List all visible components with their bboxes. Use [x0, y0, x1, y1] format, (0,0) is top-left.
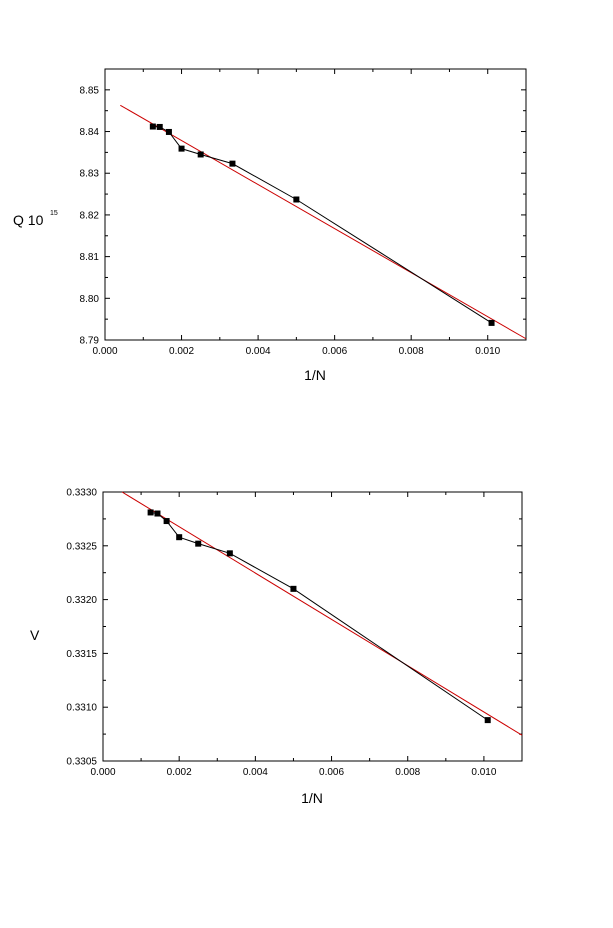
- data-point: [488, 319, 495, 326]
- y-tick-label: 0.3325: [66, 541, 97, 552]
- data-point: [156, 123, 163, 130]
- y-tick-label: 8.80: [80, 294, 100, 305]
- data-point: [229, 160, 236, 167]
- x-tick-label: 0.004: [243, 767, 268, 778]
- x-tick-label: 0.010: [475, 346, 500, 357]
- x-tick-label: 0.002: [167, 767, 192, 778]
- data-point: [154, 510, 161, 517]
- y-axis-label: V: [30, 627, 40, 643]
- y-tick-label: 8.79: [80, 336, 100, 347]
- y-axis-label: Q 10: [13, 212, 44, 228]
- x-tick-label: 0.000: [92, 346, 117, 357]
- data-point: [176, 534, 183, 541]
- data-point: [293, 196, 300, 203]
- data-markers: [147, 509, 491, 724]
- x-tick-label: 0.000: [90, 767, 115, 778]
- data-point: [165, 128, 172, 135]
- plot-frame: [104, 68, 527, 341]
- y-tick-label: 8.82: [80, 210, 100, 221]
- x-tick-label: 0.006: [319, 767, 344, 778]
- y-tick-label: 8.85: [80, 85, 100, 96]
- data-point: [484, 717, 491, 724]
- y-tick-label: 8.81: [80, 252, 100, 263]
- chart-q: 0.000 0.002 0.004 0.006 0.008 0.010 8.798.808…: [13, 68, 527, 383]
- y-ticks: 0.3305 0.3310 0.3315 0.3320 0.3325 0.3330: [66, 488, 522, 768]
- x-axis-label: 1/N: [301, 790, 323, 806]
- data-point: [163, 518, 170, 525]
- data-point: [226, 550, 233, 557]
- x-axis-label: 1/N: [304, 367, 326, 383]
- plot-frame: [102, 491, 523, 762]
- y-tick-label: 8.83: [80, 169, 100, 180]
- data-point: [197, 151, 204, 158]
- y-tick-label: 0.3310: [66, 703, 97, 714]
- x-tick-label: 0.008: [399, 346, 424, 357]
- x-ticks: 0.000 0.002 0.004 0.006 0.008 0.010: [92, 69, 527, 357]
- y-ticks: 8.79 8.80 8.81 8.82 8.83 8.84 8.85: [80, 68, 526, 347]
- fit-line-group: [121, 491, 523, 736]
- fit-line: [121, 491, 523, 736]
- data-point: [290, 585, 297, 592]
- y-tick-label: 8.84: [80, 127, 100, 138]
- data-point: [149, 123, 156, 130]
- fit-line-group: [120, 104, 527, 340]
- y-tick-label: 0.3315: [66, 649, 97, 660]
- data-point: [178, 145, 185, 152]
- x-tick-label: 0.008: [395, 767, 420, 778]
- chart-v: 0.000 0.002 0.004 0.006 0.008 0.010 0.33050.3…: [30, 488, 523, 806]
- fit-line: [120, 104, 527, 340]
- data-markers: [149, 123, 495, 326]
- x-tick-label: 0.002: [169, 346, 194, 357]
- data-point: [195, 540, 202, 547]
- x-tick-label: 0.010: [471, 767, 496, 778]
- x-tick-label: 0.004: [246, 346, 271, 357]
- x-ticks: 0.000 0.002 0.004 0.006 0.008 0.010: [90, 492, 523, 778]
- data-point: [147, 509, 154, 516]
- y-tick-label: 0.3320: [66, 595, 97, 606]
- y-tick-label: 0.3330: [66, 488, 97, 499]
- y-tick-label: 0.3305: [66, 757, 97, 768]
- y-axis-label-superscript: 15: [50, 210, 58, 217]
- x-tick-label: 0.006: [322, 346, 347, 357]
